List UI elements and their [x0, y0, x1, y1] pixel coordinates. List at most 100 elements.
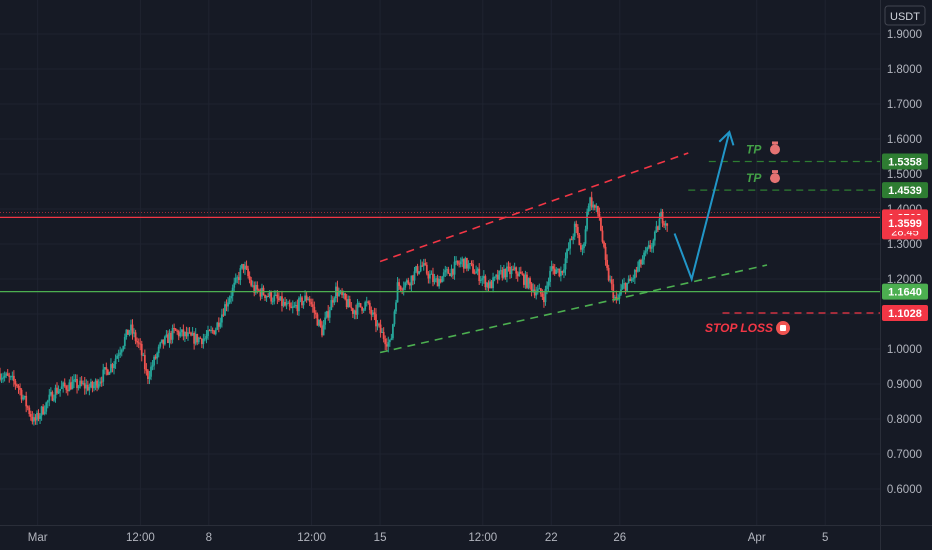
- y-tick-label: 0.7000: [887, 449, 922, 461]
- candle-body: [655, 226, 658, 232]
- price-tag-bg: [882, 182, 928, 199]
- candle-body: [140, 343, 143, 356]
- candle-body: [433, 279, 436, 283]
- candles: [0, 191, 669, 426]
- candle-body: [649, 245, 652, 249]
- candle-body: [533, 289, 536, 296]
- x-tick-label: Mar: [28, 532, 48, 544]
- candle-body: [162, 339, 165, 345]
- candle-body: [593, 204, 596, 208]
- candle-body: [444, 270, 447, 273]
- candle-body: [499, 270, 502, 272]
- candle-body: [618, 294, 621, 299]
- candle-body: [621, 284, 624, 290]
- candle-body: [647, 245, 650, 248]
- projection-path: [673, 131, 731, 283]
- candle-body: [148, 376, 151, 380]
- currency-badge[interactable]: USDT: [884, 5, 926, 26]
- candle-body: [234, 277, 237, 283]
- candle-body: [427, 273, 430, 279]
- candle-body: [53, 398, 55, 401]
- candle-body: [558, 268, 561, 277]
- candle-body: [216, 322, 219, 330]
- candle-body: [76, 379, 78, 388]
- candle-body: [495, 274, 498, 277]
- candle-body: [580, 245, 582, 250]
- candle-body: [583, 243, 585, 249]
- candle-body: [516, 273, 519, 277]
- candle-body: [190, 332, 192, 336]
- candle-body: [147, 370, 149, 380]
- candle-body: [19, 387, 21, 390]
- candle-body: [111, 364, 114, 369]
- candle-body: [567, 248, 570, 250]
- price-tag-1.1028: 1.1028: [882, 305, 928, 322]
- candle-body: [507, 266, 510, 268]
- time-axis[interactable]: Mar 12:00 8 12:00 15 12:00 22 26 Apr 5: [28, 532, 829, 544]
- candle-body: [604, 246, 607, 260]
- candle-body: [117, 354, 120, 356]
- candle-body: [347, 298, 350, 308]
- candle-body: [476, 268, 479, 272]
- candle-body: [314, 312, 317, 315]
- candle-body: [316, 314, 319, 326]
- candle-body: [629, 278, 632, 282]
- candle-body: [176, 330, 179, 332]
- price-tag-text: 1.3599: [888, 218, 922, 230]
- candle-body: [230, 296, 233, 299]
- candle-body: [462, 258, 465, 269]
- candle-body: [573, 223, 576, 237]
- candle-body: [34, 417, 37, 421]
- candle-body: [294, 304, 297, 306]
- candle-body: [80, 380, 83, 385]
- candle-body: [653, 231, 656, 241]
- candle-body: [361, 306, 364, 311]
- candle-body: [200, 338, 203, 345]
- candle-body: [393, 311, 396, 325]
- candle-body: [224, 304, 226, 316]
- candle-body: [204, 338, 206, 340]
- x-tick-label: Apr: [748, 532, 766, 544]
- candle-body: [358, 303, 360, 305]
- candle-body: [367, 301, 370, 303]
- candle-body: [407, 280, 410, 284]
- candle-body: [119, 352, 122, 355]
- candle-body: [550, 266, 553, 271]
- candle-body: [51, 392, 54, 401]
- projection-arrow: [673, 130, 735, 283]
- price-tag-text: 1.5358: [888, 156, 922, 168]
- candle-body: [248, 276, 251, 281]
- candle-body: [74, 379, 77, 381]
- candle-body: [547, 281, 550, 286]
- candle-body: [165, 334, 168, 337]
- candle-body: [415, 266, 417, 272]
- candle-body: [68, 382, 71, 392]
- candle-body: [102, 369, 105, 382]
- candle-body: [538, 288, 541, 290]
- candle-body: [159, 342, 162, 347]
- candle-body: [624, 283, 627, 291]
- candle-body: [581, 248, 584, 250]
- candle-body: [274, 294, 277, 296]
- candle-body: [387, 342, 390, 347]
- candle-body: [167, 334, 169, 344]
- candle-body: [214, 329, 217, 335]
- candle-body: [381, 331, 384, 333]
- candle-body: [114, 358, 117, 365]
- price-axis[interactable]: 0.60000.70000.80000.90001.00001.10001.20…: [887, 29, 922, 496]
- candle-body: [487, 282, 490, 288]
- price-tag-bg: [882, 283, 928, 300]
- candle-body: [287, 302, 290, 304]
- candle-body: [284, 301, 286, 306]
- candle-body: [529, 278, 531, 284]
- candle-body: [570, 239, 573, 241]
- candle-body: [666, 223, 669, 226]
- candle-body: [125, 329, 128, 338]
- candle-body: [660, 211, 662, 219]
- y-tick-label: 1.0000: [887, 344, 922, 356]
- candle-body: [587, 205, 590, 212]
- price-tag-1.1640: 1.1640: [882, 283, 928, 300]
- candle-body: [250, 280, 253, 286]
- candle-body: [644, 251, 647, 253]
